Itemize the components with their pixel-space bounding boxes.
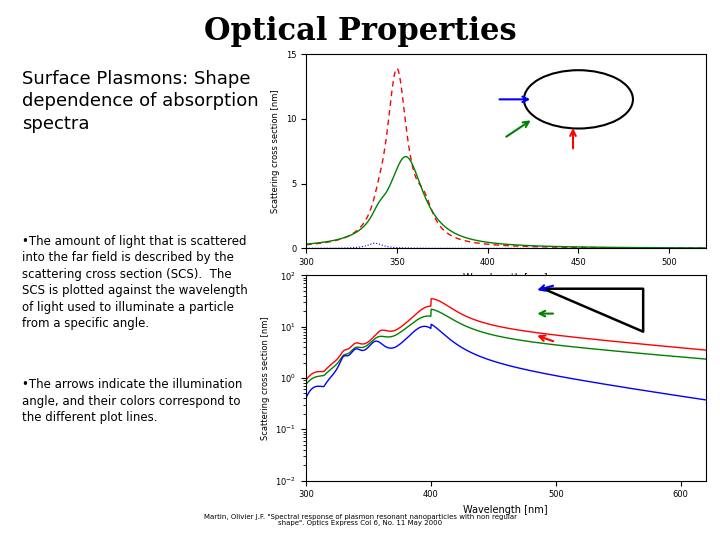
X-axis label: Wavelength [nm]: Wavelength [nm] [464, 273, 548, 282]
Y-axis label: Scattering cross section [nm]: Scattering cross section [nm] [261, 316, 270, 440]
X-axis label: Wavelength [nm]: Wavelength [nm] [464, 505, 548, 515]
Text: •The arrows indicate the illumination
angle, and their colors correspond to
the : •The arrows indicate the illumination an… [22, 378, 242, 424]
Text: Surface Plasmons: Shape
dependence of absorption
spectra: Surface Plasmons: Shape dependence of ab… [22, 70, 258, 133]
Text: Martin, Olivier J.F. "Spectral response of plasmon resonant nanoparticles with n: Martin, Olivier J.F. "Spectral response … [204, 514, 516, 526]
Text: •The amount of light that is scattered
into the far field is described by the
sc: •The amount of light that is scattered i… [22, 235, 248, 330]
Text: Optical Properties: Optical Properties [204, 16, 516, 47]
Y-axis label: Scattering cross section [nm]: Scattering cross section [nm] [271, 90, 280, 213]
